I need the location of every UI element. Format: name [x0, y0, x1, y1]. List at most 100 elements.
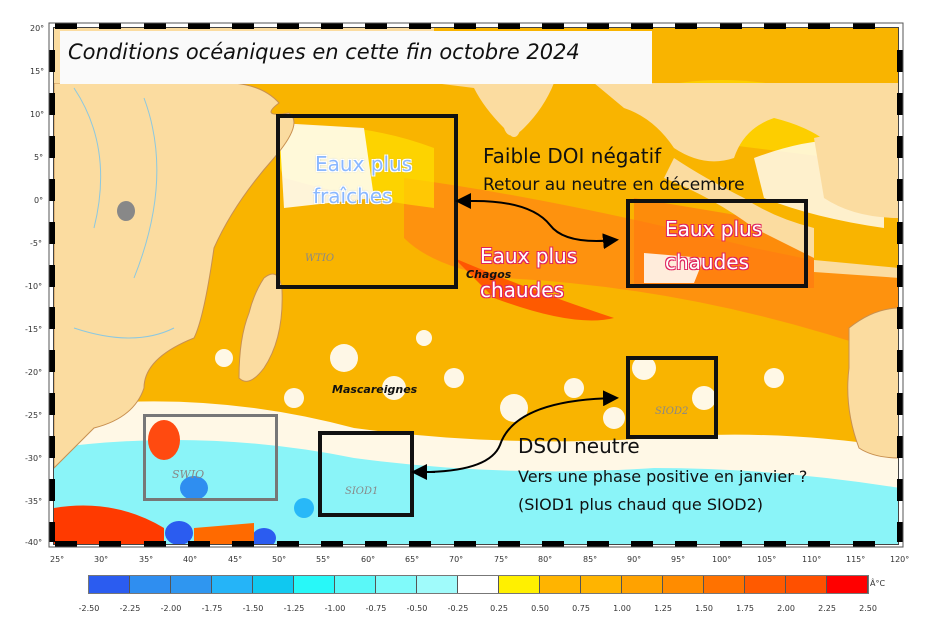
colorbar-cell: [581, 576, 622, 593]
colorbar-unit: Â°C: [870, 579, 886, 588]
map-graphic: [54, 28, 898, 544]
colorbar-tick: -0.25: [447, 604, 469, 613]
lon-label: 25°: [50, 555, 65, 564]
colorbar-tick: -0.50: [406, 604, 428, 613]
colorbar-tick: -2.00: [160, 604, 182, 613]
lon-label: 45°: [228, 555, 243, 564]
colorbar-cell: [294, 576, 335, 593]
annot-cool-2: fraîches: [313, 184, 393, 208]
iod-arrow: [469, 199, 619, 250]
annot-siod-sub2: (SIOD1 plus chaud que SIOD2): [518, 495, 764, 514]
lat-label: -10°: [25, 282, 43, 291]
colorbar-tick: 2.25: [818, 604, 836, 613]
annot-warm-center-1: Eaux plus: [480, 244, 578, 268]
box-swio: [143, 414, 278, 501]
lon-label: 50°: [272, 555, 287, 564]
lat-label: 0°: [34, 196, 44, 205]
lat-label: 15°: [30, 67, 45, 76]
lat-label: -15°: [25, 325, 43, 334]
annot-iod-title: Faible DOI négatif: [483, 144, 662, 168]
colorbar-tick: 0.25: [490, 604, 508, 613]
colorbar-tick: 1.00: [613, 604, 631, 613]
lat-label: 20°: [30, 24, 45, 33]
colorbar-cell: [212, 576, 253, 593]
lat-label: -35°: [25, 497, 43, 506]
lat-label: 5°: [34, 153, 44, 162]
colorbar-cell: [130, 576, 171, 593]
box-label-swio: SWIO: [172, 468, 205, 481]
colorbar-cell: [622, 576, 663, 593]
lat-label: 10°: [30, 110, 45, 119]
lat-label: -30°: [25, 454, 43, 463]
annot-warm-east-1: Eaux plus: [665, 217, 763, 241]
colorbar-cell: [171, 576, 212, 593]
colorbar-tick: 2.50: [859, 604, 877, 613]
colorbar-tick: 1.25: [654, 604, 672, 613]
colorbar-tick: 1.50: [695, 604, 713, 613]
annot-iod-sub: Retour au neutre en décembre: [483, 175, 745, 195]
colorbar-tick: -1.00: [324, 604, 346, 613]
lat-label: -25°: [25, 411, 43, 420]
colorbar-cell: [253, 576, 294, 593]
lon-label: 110°: [802, 555, 822, 564]
colorbar-cell: [89, 576, 130, 593]
lon-label: 80°: [538, 555, 553, 564]
colorbar-tick: -2.25: [119, 604, 141, 613]
colorbar-cell: [663, 576, 704, 593]
siod-arrow: [429, 390, 619, 473]
lon-label: 40°: [183, 555, 198, 564]
colorbar-cell: [458, 576, 499, 593]
lon-label: 105°: [757, 555, 777, 564]
annot-cool-1: Eaux plus: [315, 152, 413, 176]
annot-siod-sub1: Vers une phase positive en janvier ?: [518, 467, 808, 486]
colorbar-cell: [827, 576, 868, 593]
colorbar-cell: [335, 576, 376, 593]
colorbar-cell: [704, 576, 745, 593]
colorbar-cell: [540, 576, 581, 593]
lon-label: 65°: [405, 555, 420, 564]
box-setio: [626, 199, 808, 288]
box-siod2: [626, 356, 718, 439]
colorbar-tick: -1.25: [283, 604, 305, 613]
lon-label: 90°: [627, 555, 642, 564]
box-label-siod2: SIOD2: [655, 406, 689, 417]
lon-label: 85°: [583, 555, 598, 564]
lon-label: 95°: [671, 555, 686, 564]
colorbar-tick: -0.75: [365, 604, 387, 613]
colorbar-tick: 0.75: [572, 604, 590, 613]
colorbar-cell: [376, 576, 417, 593]
colorbar-tick: 2.00: [777, 604, 795, 613]
colorbar-tick: -1.75: [201, 604, 223, 613]
lon-label: 120°: [890, 555, 910, 564]
colorbar: [88, 575, 869, 594]
colorbar-tick: -1.50: [242, 604, 264, 613]
colorbar-tick: -2.50: [78, 604, 100, 613]
colorbar-cell: [417, 576, 458, 593]
colorbar-cell: [745, 576, 786, 593]
label-chagos: Chagos: [466, 268, 512, 281]
colorbar-cell: [499, 576, 540, 593]
lon-label: 60°: [361, 555, 376, 564]
lat-label: -40°: [25, 538, 43, 547]
box-label-siod1: SIOD1: [345, 486, 379, 497]
lat-label: -20°: [25, 368, 43, 377]
colorbar-tick: 1.75: [736, 604, 754, 613]
lon-label: 100°: [712, 555, 732, 564]
title-banner: [60, 31, 652, 84]
colorbar-cell: [786, 576, 827, 593]
sst-anomaly-map: [53, 27, 899, 545]
lon-label: 75°: [494, 555, 509, 564]
colorbar-tick: 0.50: [531, 604, 549, 613]
annot-warm-east-2: chaudes: [665, 250, 750, 274]
page-title: Conditions océaniques en cette fin octob…: [68, 40, 580, 64]
lat-label: -5°: [30, 239, 42, 248]
annot-siod-title: DSOI neutre: [518, 434, 640, 458]
annot-warm-center-2: chaudes: [480, 278, 565, 302]
box-label-wtio: WTIO: [305, 253, 335, 264]
lon-label: 35°: [139, 555, 154, 564]
lon-label: 115°: [846, 555, 866, 564]
lon-label: 70°: [449, 555, 464, 564]
label-mascareignes: Mascareignes: [332, 383, 418, 396]
